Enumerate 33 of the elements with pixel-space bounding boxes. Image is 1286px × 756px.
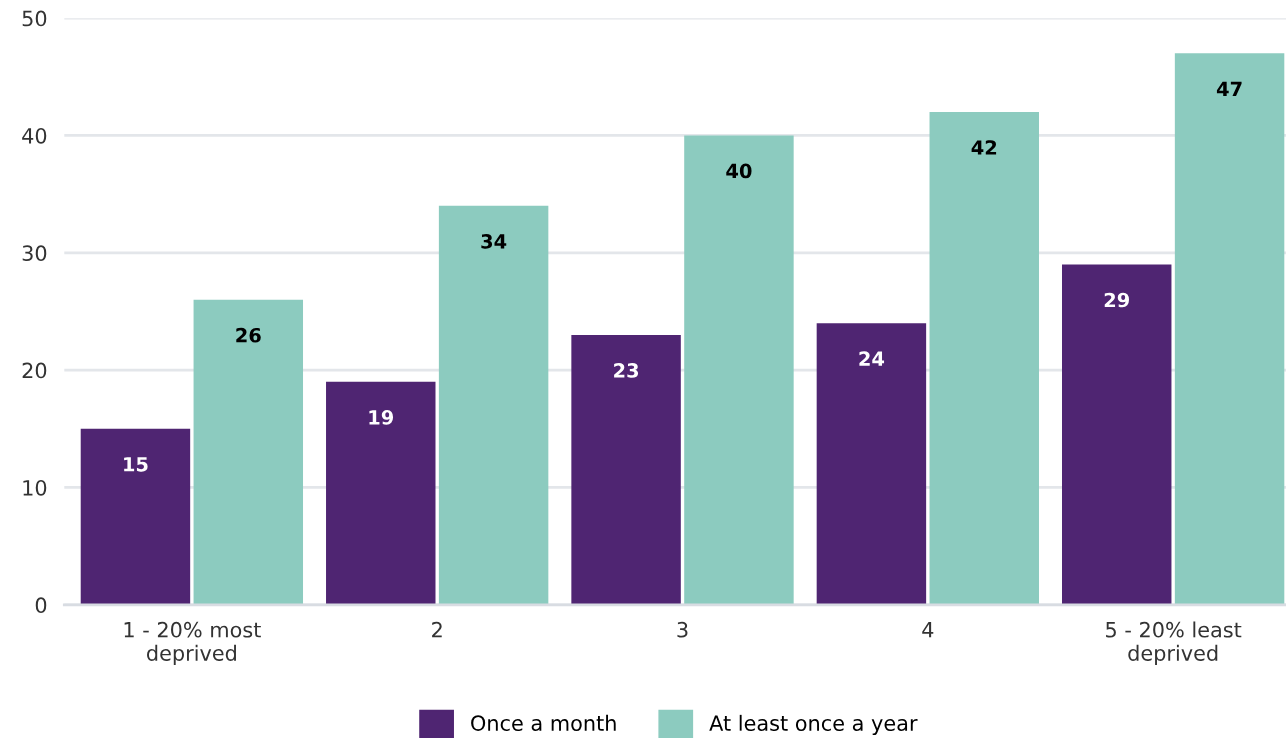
x-tick-label: 2 (432, 621, 442, 638)
bar (326, 381, 436, 605)
data-label: 34 (481, 234, 507, 249)
x-tick-label: 1 - 20% most deprived (124, 621, 261, 665)
bar (193, 299, 304, 605)
y-tick-label: 30 (22, 245, 47, 262)
x-tick-label: 4 (922, 622, 934, 638)
y-tick-label: 0 (35, 597, 47, 614)
data-label: 24 (859, 351, 885, 366)
bar (571, 334, 681, 605)
data-label: 47 (1216, 81, 1242, 96)
y-tick-label: 40 (22, 127, 47, 144)
bar (1062, 264, 1172, 605)
y-tick-label: 50 (22, 10, 47, 27)
data-label: 26 (236, 327, 261, 343)
data-label: 42 (971, 140, 997, 155)
data-label: 23 (614, 363, 639, 378)
legend-label: Once a month (471, 714, 616, 731)
x-tick-label: 3 (677, 621, 688, 638)
x-tick-label: 5 - 20% least deprived (1106, 621, 1242, 665)
y-tick-label: 10 (23, 479, 47, 496)
legend-label: At least once a year (709, 714, 918, 736)
data-label: 19 (369, 410, 394, 425)
bar (929, 112, 1039, 605)
bar (684, 135, 794, 605)
data-label: 29 (1104, 292, 1130, 308)
bar (438, 205, 549, 605)
y-tick-label: 20 (22, 362, 47, 379)
data-label: 15 (124, 457, 148, 472)
bar (1174, 53, 1285, 605)
bar (80, 428, 191, 605)
data-label: 40 (726, 163, 752, 179)
bar (816, 323, 927, 605)
